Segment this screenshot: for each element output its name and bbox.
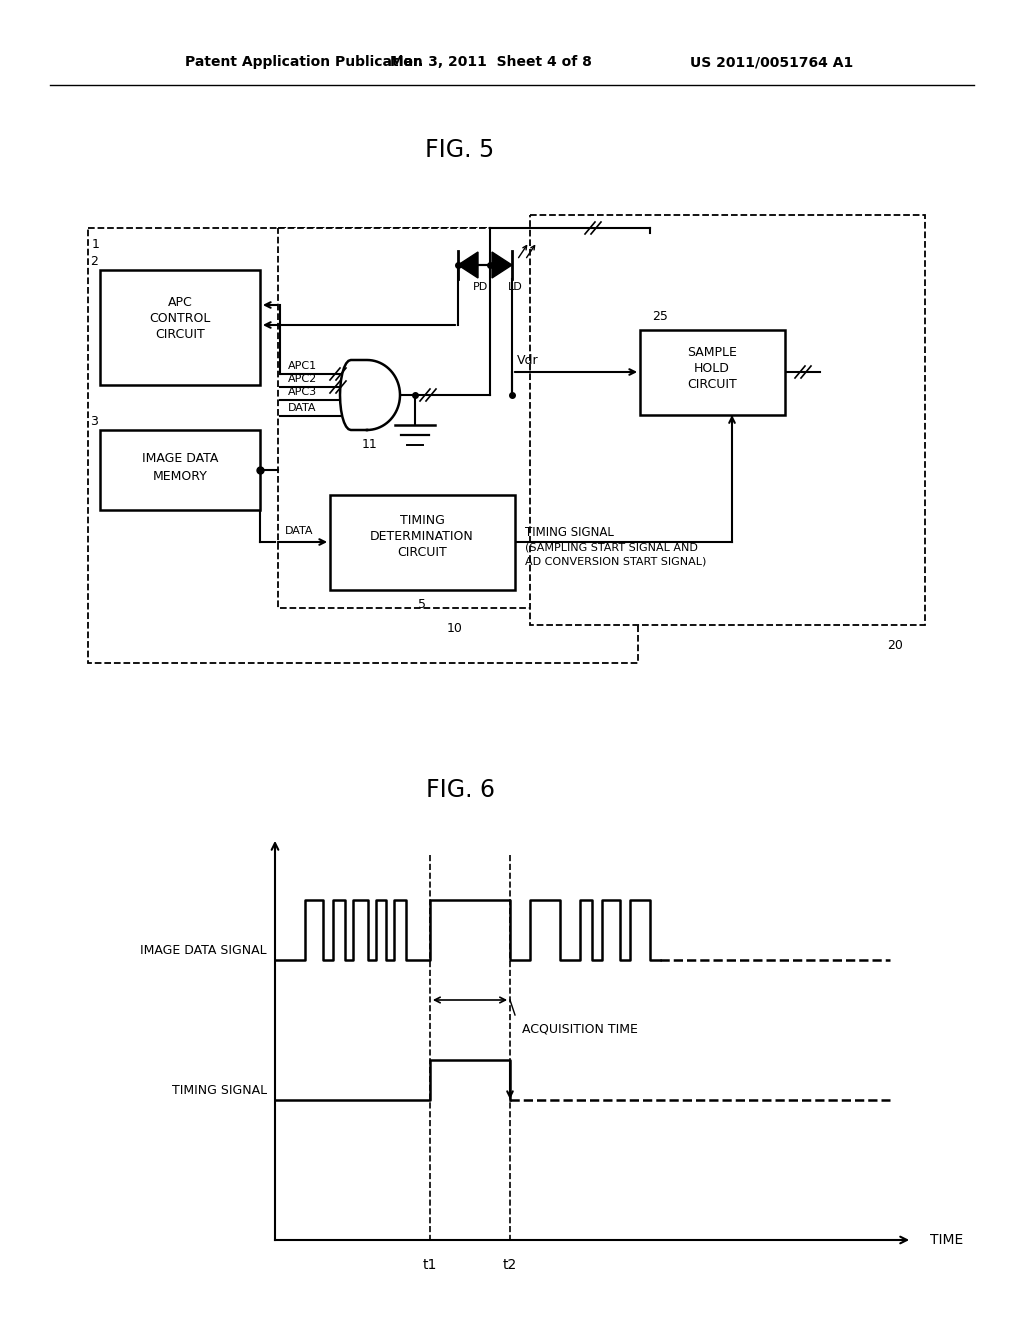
- Text: IMAGE DATA: IMAGE DATA: [141, 451, 218, 465]
- Text: 1: 1: [92, 238, 100, 251]
- FancyBboxPatch shape: [640, 330, 785, 414]
- Text: DETERMINATION: DETERMINATION: [370, 531, 474, 544]
- Text: APC: APC: [168, 296, 193, 309]
- Text: 11: 11: [362, 437, 378, 450]
- Text: IMAGE DATA SIGNAL: IMAGE DATA SIGNAL: [140, 944, 267, 957]
- FancyBboxPatch shape: [330, 495, 515, 590]
- Text: MEMORY: MEMORY: [153, 470, 208, 483]
- Text: 25: 25: [652, 309, 668, 322]
- Text: HOLD: HOLD: [694, 362, 730, 375]
- Text: PD: PD: [473, 282, 488, 292]
- Text: CIRCUIT: CIRCUIT: [397, 546, 446, 560]
- Text: t1: t1: [423, 1258, 437, 1272]
- Text: APC1: APC1: [288, 360, 317, 371]
- FancyBboxPatch shape: [278, 228, 633, 609]
- Text: DATA: DATA: [285, 525, 313, 536]
- Text: APC2: APC2: [288, 374, 317, 384]
- Text: t2: t2: [503, 1258, 517, 1272]
- Text: 2: 2: [90, 255, 98, 268]
- FancyBboxPatch shape: [88, 228, 638, 663]
- Text: Vdr: Vdr: [517, 354, 539, 367]
- Text: US 2011/0051764 A1: US 2011/0051764 A1: [690, 55, 853, 69]
- Text: 3: 3: [90, 414, 98, 428]
- Text: CIRCUIT: CIRCUIT: [155, 327, 205, 341]
- Text: 10: 10: [447, 622, 463, 635]
- Text: 5: 5: [418, 598, 426, 610]
- FancyBboxPatch shape: [100, 430, 260, 510]
- Text: APC3: APC3: [288, 387, 317, 397]
- Polygon shape: [340, 360, 400, 430]
- Text: Patent Application Publication: Patent Application Publication: [185, 55, 423, 69]
- Polygon shape: [492, 252, 512, 279]
- Text: CONTROL: CONTROL: [150, 312, 211, 325]
- Text: AD CONVERSION START SIGNAL): AD CONVERSION START SIGNAL): [525, 557, 707, 568]
- Text: CIRCUIT: CIRCUIT: [687, 378, 737, 391]
- Text: TIME: TIME: [930, 1233, 964, 1247]
- Text: (SAMPLING START SIGNAL AND: (SAMPLING START SIGNAL AND: [525, 543, 698, 553]
- Text: 20: 20: [887, 639, 903, 652]
- Text: TIMING SIGNAL: TIMING SIGNAL: [172, 1084, 267, 1097]
- Text: SAMPLE: SAMPLE: [687, 346, 737, 359]
- Text: FIG. 5: FIG. 5: [425, 139, 495, 162]
- FancyBboxPatch shape: [530, 215, 925, 624]
- Text: LD: LD: [508, 282, 522, 292]
- Polygon shape: [458, 252, 478, 279]
- Text: ACQUISITION TIME: ACQUISITION TIME: [522, 1022, 638, 1035]
- Text: FIG. 6: FIG. 6: [426, 777, 495, 803]
- Text: TIMING: TIMING: [399, 515, 444, 528]
- FancyBboxPatch shape: [100, 271, 260, 385]
- Text: Mar. 3, 2011  Sheet 4 of 8: Mar. 3, 2011 Sheet 4 of 8: [390, 55, 592, 69]
- Text: TIMING SIGNAL: TIMING SIGNAL: [525, 525, 613, 539]
- Text: DATA: DATA: [288, 403, 316, 413]
